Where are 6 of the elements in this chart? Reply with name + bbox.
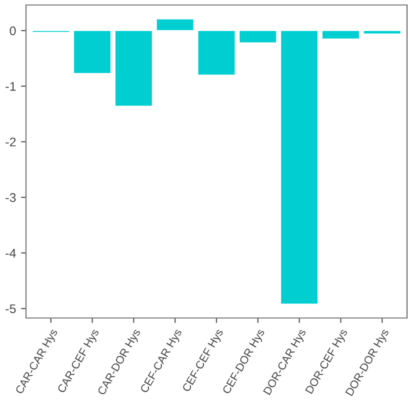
y-tick-label: -4: [6, 248, 16, 258]
y-tick-label: -3: [6, 193, 16, 202]
y-tick-label: -1: [6, 82, 16, 91]
y-tick-label: -5: [6, 304, 16, 314]
y-tick-label: -2: [6, 138, 16, 146]
y-tick-label: 0: [10, 26, 16, 36]
